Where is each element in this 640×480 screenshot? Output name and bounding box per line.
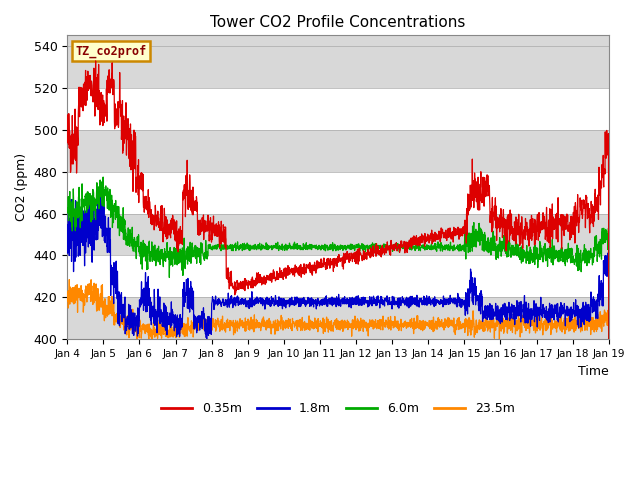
- Bar: [67, 255, 609, 298]
- Y-axis label: CO2 (ppm): CO2 (ppm): [15, 153, 28, 221]
- X-axis label: Time: Time: [578, 365, 609, 378]
- Bar: [67, 88, 609, 130]
- Legend: 0.35m, 1.8m, 6.0m, 23.5m: 0.35m, 1.8m, 6.0m, 23.5m: [156, 397, 520, 420]
- Title: Tower CO2 Profile Concentrations: Tower CO2 Profile Concentrations: [211, 15, 466, 30]
- Bar: [67, 172, 609, 214]
- Text: TZ_co2prof: TZ_co2prof: [76, 45, 147, 58]
